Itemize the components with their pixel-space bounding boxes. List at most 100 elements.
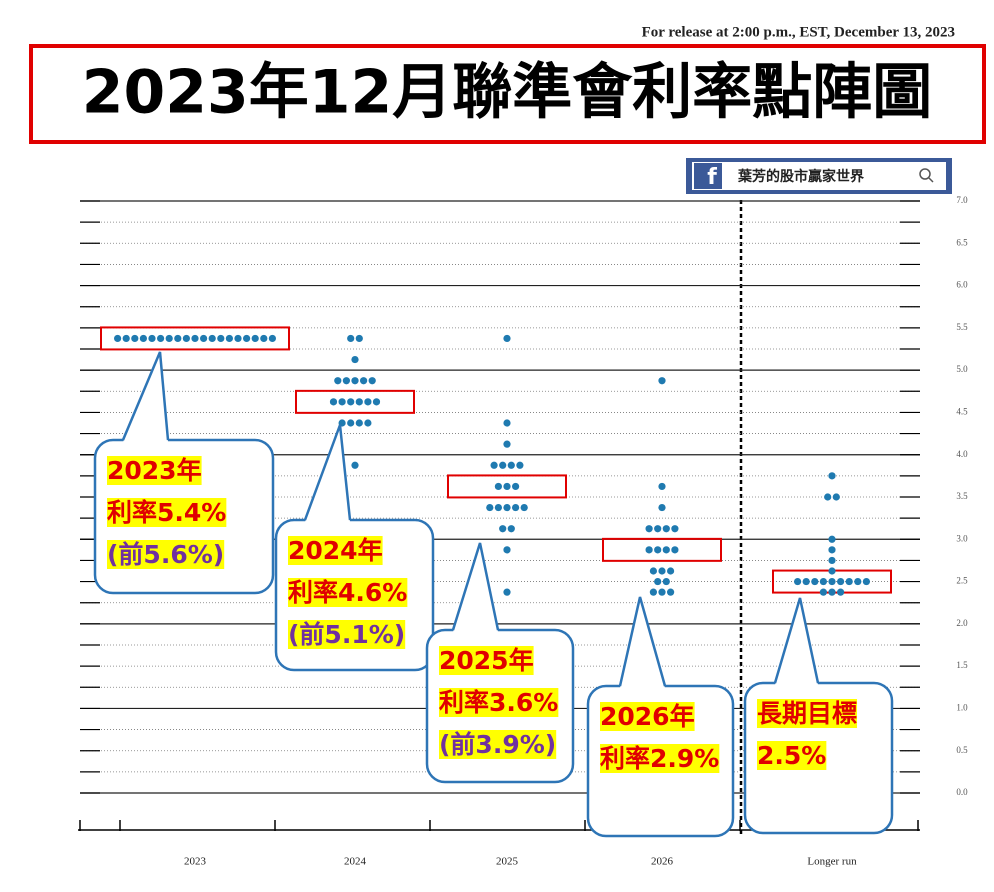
dot [355, 398, 363, 406]
text-highlight [107, 498, 227, 527]
callout-tail [620, 597, 665, 688]
median-box [447, 474, 567, 499]
dot [824, 493, 832, 501]
dot [828, 567, 836, 575]
dot [662, 525, 670, 533]
text-highlight [600, 702, 695, 731]
dot [347, 398, 355, 406]
text-highlight [439, 730, 557, 759]
dot [355, 334, 363, 343]
y-tick-label: 2.0 [956, 618, 968, 628]
dot [802, 577, 810, 586]
text-highlight [439, 646, 534, 675]
dot [499, 525, 507, 533]
callout-text: 2.5% [757, 741, 826, 770]
dot [828, 546, 836, 554]
dot [837, 577, 845, 586]
dot [486, 503, 494, 512]
y-tick-label: 6.0 [956, 280, 968, 290]
dot [217, 334, 225, 343]
callout-tail [775, 598, 818, 685]
text-highlight [288, 536, 383, 565]
dot [342, 377, 350, 385]
y-tick-label: 4.0 [956, 449, 968, 459]
dot [243, 334, 251, 343]
dot [260, 334, 268, 343]
x-tick-label: 2025 [496, 856, 519, 868]
y-tick-label: 2.5 [956, 576, 968, 586]
callout-text: 2023年 [107, 456, 202, 485]
dot [654, 546, 662, 554]
dot [658, 377, 666, 385]
dot [334, 377, 342, 385]
dot [862, 577, 871, 586]
dot [794, 577, 802, 586]
dot [658, 588, 666, 596]
dot [225, 334, 233, 343]
callout-text: 利率4.6% [288, 578, 407, 607]
badge-icon-bg [694, 163, 722, 189]
y-tick-label: 1.0 [956, 702, 968, 712]
dot [165, 334, 173, 343]
text-highlight [757, 699, 858, 728]
dot [251, 334, 259, 343]
dot [671, 546, 679, 554]
dot [347, 419, 355, 427]
dot [368, 377, 376, 385]
dot [139, 334, 147, 343]
median-box [602, 537, 722, 562]
dot [503, 503, 511, 512]
dot [131, 334, 139, 343]
dot [360, 377, 368, 385]
dot [819, 588, 828, 596]
dot [268, 334, 276, 343]
callout-text: 2026年 [600, 702, 695, 731]
dot [520, 503, 528, 512]
dot [351, 355, 359, 364]
dot [364, 419, 372, 427]
dot [511, 503, 520, 512]
text-highlight [439, 688, 559, 717]
callout: 長期目標 2.5% [743, 597, 894, 835]
dot [329, 398, 338, 406]
text-highlight [600, 744, 720, 773]
y-tick-label: 4.5 [956, 406, 968, 416]
y-tick-label: 5.0 [956, 364, 968, 374]
callout-tail [303, 424, 352, 521]
callout-text: 長期目標 [757, 699, 857, 728]
dot [511, 482, 520, 491]
dot [854, 577, 862, 586]
dot [654, 525, 662, 533]
x-tick-label: 2023 [184, 856, 207, 868]
badge-text: 葉芳的股市贏家世界 [737, 168, 865, 185]
dot [494, 503, 502, 512]
dot [516, 461, 524, 469]
dot [503, 419, 511, 427]
y-tick-label: 1.5 [956, 660, 968, 670]
dot [174, 334, 182, 343]
callout-text: (前5.6%) [107, 540, 224, 569]
dot [645, 546, 653, 554]
title: 2023年12月聯準會利率點陣圖 [82, 58, 933, 128]
dot [662, 577, 670, 586]
dot [811, 577, 819, 586]
dot [507, 461, 515, 469]
dot [503, 440, 511, 448]
dot [649, 567, 658, 575]
dot [355, 419, 363, 427]
dot [499, 461, 507, 469]
title-frame [29, 44, 986, 144]
text-highlight [288, 578, 408, 607]
callout-text: 利率5.4% [107, 498, 226, 527]
dot [507, 525, 515, 533]
dot [658, 503, 666, 512]
y-tick-label: 3.5 [956, 491, 968, 501]
callout-text: (前3.9%) [439, 730, 556, 759]
dot [351, 377, 359, 385]
dot [654, 577, 662, 586]
callout-tail [305, 425, 350, 522]
dot [837, 588, 845, 596]
dot [662, 546, 670, 554]
